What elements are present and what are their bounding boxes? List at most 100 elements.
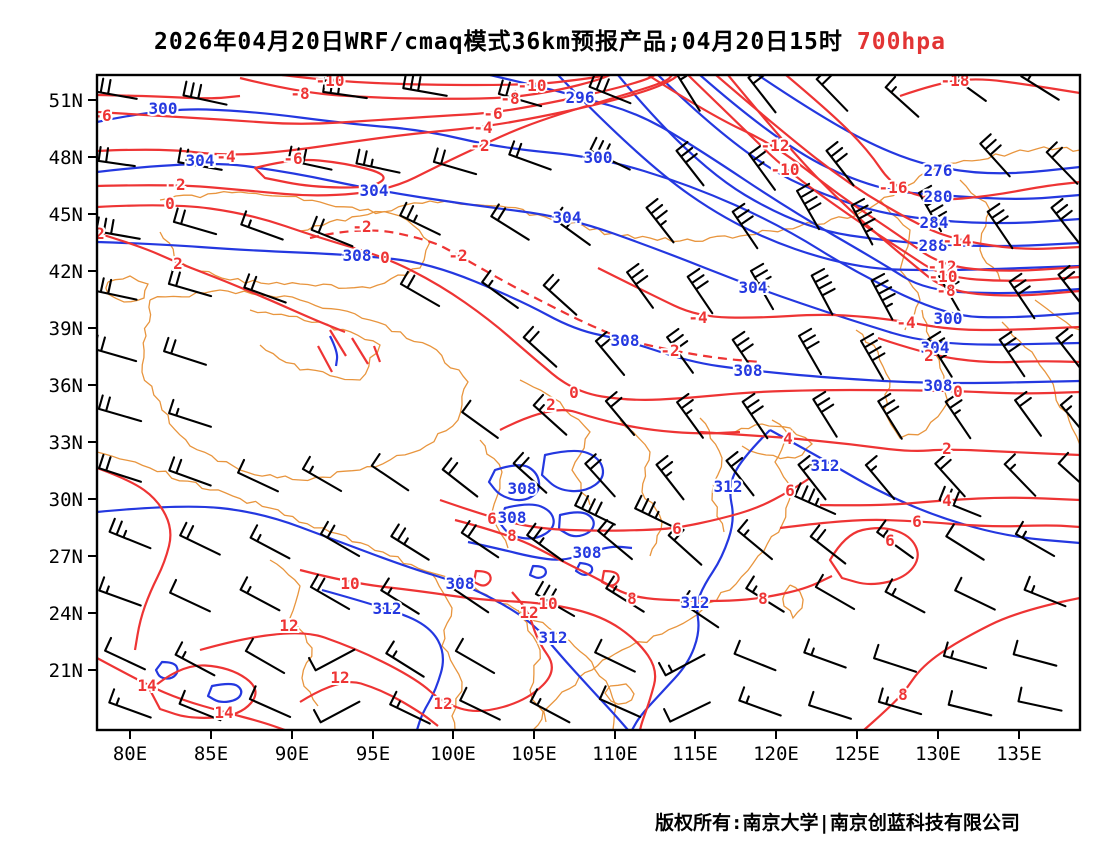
wind-barb xyxy=(1008,272,1036,320)
wind-barb xyxy=(385,640,425,678)
wind-barb xyxy=(542,273,578,316)
wind-barb xyxy=(594,638,636,673)
x-tick-label: 95E xyxy=(356,743,390,765)
wind-barb xyxy=(927,330,953,378)
height-contour-308 xyxy=(528,564,548,579)
temperature-label: 12 xyxy=(519,603,538,622)
height-contour-300 xyxy=(97,108,1080,319)
wind-barb xyxy=(812,390,838,438)
wind-barb xyxy=(663,701,711,723)
y-tick-label: 30N xyxy=(49,489,83,511)
wind-barb xyxy=(287,145,333,171)
wind-barb xyxy=(876,519,914,559)
x-tick-label: 90E xyxy=(275,743,309,765)
temperature-contour-10 xyxy=(299,568,657,730)
temperature-contour--4 xyxy=(97,75,679,156)
wind-barb xyxy=(98,576,142,607)
y-tick-label: 36N xyxy=(49,375,83,397)
map-border-line xyxy=(959,179,1001,281)
temperature-label: -4 xyxy=(688,308,707,327)
wind-barb xyxy=(808,690,852,720)
height-label: 312 xyxy=(811,456,840,475)
wind-barb xyxy=(657,653,706,677)
temperature-contour--8 xyxy=(727,75,1080,297)
wind-barb xyxy=(1012,639,1058,667)
wind-barb xyxy=(172,207,218,236)
height-contour-308 xyxy=(467,540,633,561)
temperature-label: 2 xyxy=(924,346,934,365)
temperature-contour-4 xyxy=(699,430,1080,457)
height-contour-308 xyxy=(557,511,595,538)
y-tick-label: 51N xyxy=(49,90,83,112)
temperature-contour-8 xyxy=(454,518,833,603)
wind-barb xyxy=(917,184,948,233)
wind-barb xyxy=(626,262,654,309)
wind-barb xyxy=(938,485,982,518)
wind-barb xyxy=(553,206,591,246)
wind-barb xyxy=(745,575,785,613)
height-label: 308 xyxy=(734,361,763,380)
y-tick-label: 42N xyxy=(49,261,83,283)
temperature-label: -10 xyxy=(316,71,345,90)
temperature-label: -6 xyxy=(92,106,111,125)
temperature-contour--8 xyxy=(239,75,611,100)
x-tick-label: 110E xyxy=(592,743,638,765)
wind-barb xyxy=(884,75,920,118)
height-contour-312 xyxy=(206,682,243,704)
wind-barb xyxy=(588,75,632,105)
map-border-line xyxy=(699,417,725,533)
temperature-contour-2 xyxy=(877,336,1080,364)
height-label: 280 xyxy=(924,187,953,206)
height-contour-288 xyxy=(617,75,1080,248)
wind-barb xyxy=(598,685,642,718)
temperature-label: 8 xyxy=(507,526,517,545)
wind-barb xyxy=(680,590,720,629)
chart-title: 2026年04月20日WRF/cmaq模式36km预报产品;04月20日15时 7… xyxy=(0,22,1100,56)
wind-barb xyxy=(737,519,773,561)
map-border-line xyxy=(879,199,921,331)
temperature-label: 0 xyxy=(380,248,390,267)
wind-barb xyxy=(319,520,361,558)
map-border-line xyxy=(604,683,635,705)
wind-barb xyxy=(441,457,479,498)
map-border-line xyxy=(141,289,469,482)
wind-barb xyxy=(725,450,755,497)
temperature-contour--16 xyxy=(785,75,1080,201)
wind-barb xyxy=(390,523,430,561)
wind-barb xyxy=(98,453,142,483)
height-label: 312 xyxy=(681,593,710,612)
wind-barb xyxy=(97,146,136,168)
wind-barb xyxy=(97,334,138,363)
height-contour-284 xyxy=(657,75,1080,225)
y-tick-label: 24N xyxy=(49,603,83,625)
wind-barb xyxy=(108,688,152,719)
wind-barb xyxy=(450,575,490,614)
height-label: 312 xyxy=(539,628,568,647)
height-label: 300 xyxy=(149,99,178,118)
map-border-line xyxy=(532,419,793,730)
wind-barb xyxy=(797,454,827,501)
wind-barb xyxy=(174,641,216,677)
map-border-line xyxy=(855,309,949,439)
wind-barb xyxy=(370,453,410,492)
temperature-contour-0 xyxy=(472,569,492,587)
wind-barb xyxy=(1017,686,1063,712)
temperature-label: -18 xyxy=(941,71,970,90)
wind-barb xyxy=(604,391,636,436)
wind-barb xyxy=(749,262,775,311)
wind-barb xyxy=(859,332,886,381)
map-border-line xyxy=(854,146,1080,217)
y-tick-label: 33N xyxy=(49,432,83,454)
temperature-contour--2 xyxy=(309,229,761,364)
height-label: 276 xyxy=(924,161,953,180)
temperature-label: 14 xyxy=(137,676,156,695)
wind-barb xyxy=(497,79,543,108)
temperature-label: -2 xyxy=(352,217,371,236)
wind-barb xyxy=(589,136,631,171)
wind-barb xyxy=(508,140,552,171)
temperature-label: -2 xyxy=(660,341,679,360)
wind-barb xyxy=(168,398,212,428)
wind-barb xyxy=(481,269,519,309)
temperature-contour-14 xyxy=(97,657,286,730)
